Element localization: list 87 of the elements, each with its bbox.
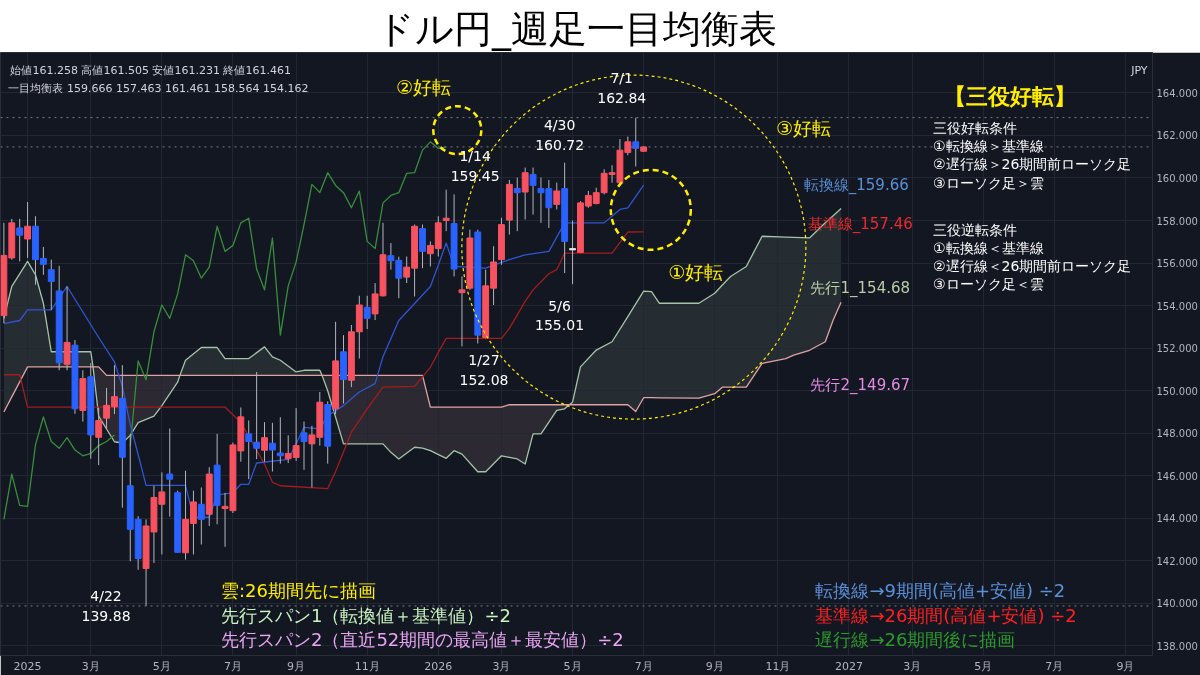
candlestick (529, 167, 537, 216)
candlestick (47, 259, 55, 311)
candlestick (363, 295, 371, 330)
annotation: ①転換線＜基準線 (933, 240, 1044, 257)
annotation: 三役好転条件 (933, 120, 1018, 137)
y-tick-label: 164.000 (1156, 87, 1198, 99)
annotation: ③ローソク足＞雲 (933, 174, 1044, 191)
candlestick (16, 218, 24, 262)
candlestick (300, 421, 308, 471)
candlestick (458, 275, 466, 347)
annotation: 基準線→26期間(高値+安値) ÷2 (815, 604, 1077, 626)
annotation: 転換線→9期間(高値+安値) ÷2 (815, 580, 1066, 602)
line-series (3, 231, 645, 490)
x-tick-label: 2025 (13, 659, 42, 673)
x-tick-label: 11月 (765, 659, 791, 673)
x-tick-label: 9月 (1116, 659, 1135, 673)
annotation: ②遅行線＜26期間前ローソク足 (933, 258, 1132, 275)
y-tick-label: 142.000 (1156, 555, 1198, 567)
annotation: JPY (1130, 64, 1148, 78)
candlestick (24, 201, 32, 259)
x-tick-label: 9月 (705, 659, 724, 673)
x-tick-label: 2026 (424, 659, 453, 673)
x-tick-label: 11月 (354, 659, 380, 673)
annotation: ③好転 (775, 117, 831, 140)
annotation: 先行2_149.67 (810, 376, 911, 396)
candlestick (245, 419, 253, 480)
candlestick (419, 224, 426, 269)
candlestick (95, 407, 103, 466)
annotation: 先行スパン2（直近52期間の最高値＋最安値）÷2 (220, 628, 624, 650)
x-tick-label: 7月 (1045, 659, 1064, 673)
annotation: 1/14 159.45 (450, 148, 500, 184)
x-tick-label: 7月 (634, 659, 653, 673)
candlestick (276, 416, 284, 465)
candlestick (442, 189, 450, 232)
annotation: ①転換線＞基準線 (933, 138, 1044, 155)
annotation: 4/30 160.72 (535, 117, 585, 153)
y-tick-label: 148.000 (1156, 428, 1198, 440)
chart-title: ドル円_週足一目均衡表 (376, 7, 777, 52)
candlestick (268, 422, 276, 473)
annotation: 先行スパン1（転換値＋基準値）÷2 (220, 604, 511, 626)
y-tick-label: 144.000 (1156, 513, 1198, 525)
candlestick (569, 220, 576, 285)
y-tick-label: 158.000 (1156, 215, 1198, 227)
annotation: 三役逆転条件 (933, 221, 1018, 238)
candlestick (197, 486, 205, 545)
candlestick (553, 182, 561, 210)
candlestick (632, 117, 640, 168)
annotation: ②好転 (395, 75, 451, 98)
y-tick-label: 162.000 (1156, 130, 1198, 142)
annotation: 5/6 155.01 (535, 298, 585, 334)
x-tick-label: 3月 (903, 659, 922, 673)
annotation: 雲:26期間先に描画 (220, 580, 376, 602)
annotation: 転換線_159.66 (803, 175, 909, 195)
annotation: 【三役好転】 (943, 84, 1076, 110)
annotation: 一目均衡表 159.666 157.463 161.461 158.564 154.162 (8, 82, 309, 96)
x-tick-label: 7月 (223, 659, 242, 673)
annotation: 4/22 139.88 (81, 588, 131, 624)
y-tick-label: 152.000 (1156, 343, 1198, 355)
candlestick (513, 177, 521, 232)
y-tick-label: 156.000 (1156, 258, 1198, 270)
candlestick (253, 371, 261, 460)
annotation: 先行1_154.68 (810, 279, 911, 299)
x-tick-label: 5月 (152, 659, 171, 673)
annotation: ③ローソク足＜雲 (933, 276, 1044, 293)
x-tick-label: 3月 (81, 659, 100, 673)
x-tick-label: 2027 (834, 659, 863, 673)
x-tick-label: 5月 (974, 659, 993, 673)
annotation: 1/27 152.08 (459, 352, 509, 388)
x-tick-label: 9月 (287, 659, 306, 673)
candlestick (261, 421, 268, 463)
annotation: 始値161.258 高値161.505 安値161.231 終値161.461 (10, 64, 291, 78)
candlestick (166, 428, 174, 518)
x-tick-label: 5月 (563, 659, 582, 673)
x-tick-label: 3月 (492, 659, 511, 673)
annotation: 7/1 162.84 (597, 70, 647, 106)
y-tick-label: 160.000 (1156, 172, 1198, 184)
candlestick (521, 167, 529, 220)
annotation: ②遅行線＞26期間前ローソク足 (933, 156, 1132, 173)
y-tick-label: 150.000 (1156, 385, 1198, 397)
candlestick (63, 285, 71, 371)
annotation: ①好転 (668, 261, 724, 284)
y-tick-label: 138.000 (1156, 640, 1198, 652)
y-tick-label: 154.000 (1156, 300, 1198, 312)
annotation: 遅行線→26期間後に描画 (815, 628, 1016, 650)
y-tick-label: 146.000 (1156, 470, 1198, 482)
y-tick-label: 140.000 (1156, 598, 1198, 610)
annotation: 基準線_157.46 (807, 214, 913, 234)
